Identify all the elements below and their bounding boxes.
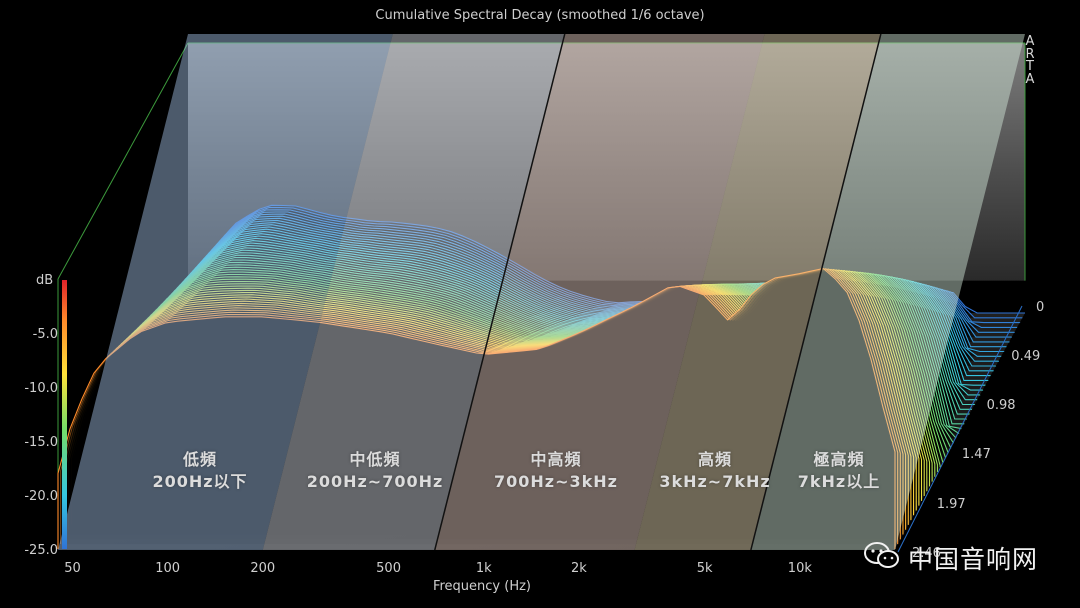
- band-name: 低頻: [182, 450, 217, 469]
- band-overlay-1: [58, 34, 393, 550]
- band-label-low: 低頻 200Hz以下: [140, 449, 260, 493]
- y-tick-label: -25.0: [24, 543, 58, 558]
- y-tick-label: -20.0: [24, 489, 58, 504]
- x-tick-label: 500: [376, 561, 401, 576]
- x-tick-label: 5k: [697, 561, 713, 576]
- time-tick-label: 1.47: [962, 447, 991, 462]
- band-overlay-4: [634, 34, 881, 550]
- arta-letter: A: [1025, 71, 1035, 87]
- watermark: 中国音响网: [862, 540, 1062, 580]
- band-divider: [434, 33, 566, 551]
- band-label-high-mid: 中高頻 700Hz~3kHz: [486, 449, 626, 493]
- x-axis-label: Frequency (Hz): [433, 579, 531, 594]
- band-range: 200Hz以下: [152, 472, 248, 491]
- x-tick-label: 10k: [788, 561, 813, 576]
- band-name: 中高頻: [530, 450, 582, 469]
- time-tick-label: 0: [1036, 300, 1044, 315]
- y-axis-label: dB: [36, 273, 53, 288]
- band-name: 高頻: [697, 450, 732, 469]
- x-tick-label: 50: [64, 561, 81, 576]
- band-label-high: 高頻 3kHz~7kHz: [652, 449, 778, 493]
- x-tick-label: 2k: [571, 561, 587, 576]
- band-range: 200Hz~700Hz: [306, 472, 444, 491]
- band-name: 極高頻: [813, 450, 865, 469]
- frequency-band-overlays: [58, 33, 1025, 551]
- spectral-slice: [57, 267, 896, 549]
- back-wall: [188, 43, 1025, 281]
- arta-letter: T: [1026, 59, 1034, 74]
- watermark-text: 中国音响网: [908, 545, 1039, 574]
- decay-curves: [57, 204, 1025, 549]
- x-tick-label: 1k: [476, 561, 492, 576]
- axes: dB -5.0 -10.0 -15.0 -20.0 -25.0 50 100 200 500 1k 2…: [24, 273, 1044, 594]
- chart-title: Cumulative Spectral Decay (smoothed 1/6 …: [375, 8, 705, 23]
- y-tick-label: -10.0: [24, 381, 58, 396]
- time-tick-label: 2.46: [912, 546, 941, 561]
- y-tick-label: -5.0: [33, 327, 58, 342]
- band-divider: [750, 33, 882, 551]
- band-label-ultra-high: 極高頻 7kHz以上: [784, 449, 894, 493]
- x-tick-label: 100: [155, 561, 180, 576]
- colorbar: [62, 280, 67, 549]
- band-range: 3kHz~7kHz: [659, 472, 771, 491]
- band-label-low-mid: 中低頻 200Hz~700Hz: [300, 449, 450, 493]
- axis-frame: [57, 42, 1026, 549]
- time-tick-label: 0.98: [987, 398, 1016, 413]
- band-overlay-5: [750, 34, 1025, 550]
- band-range: 700Hz~3kHz: [494, 472, 618, 491]
- band-overlay-3: [434, 34, 765, 550]
- band-name: 中低頻: [349, 450, 401, 469]
- x-tick-label: 200: [250, 561, 275, 576]
- time-tick-label: 1.97: [937, 497, 966, 512]
- y-tick-label: -15.0: [24, 435, 58, 450]
- arta-letter: R: [1025, 46, 1035, 62]
- time-tick-label: 0.49: [1011, 349, 1040, 364]
- band-overlay-2: [262, 34, 565, 550]
- band-range: 7kHz以上: [797, 472, 881, 491]
- wechat-icon: [864, 542, 899, 568]
- arta-letter: A: [1025, 34, 1035, 49]
- frame-line: [57, 42, 189, 280]
- time-axis-line: [897, 305, 1023, 553]
